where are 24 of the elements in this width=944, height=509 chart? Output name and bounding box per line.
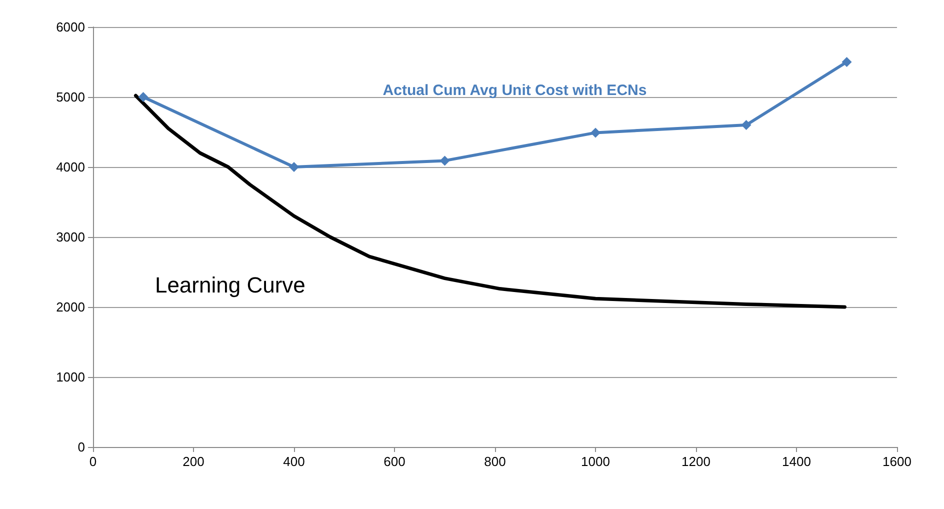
point [138, 92, 148, 102]
y-tick-label: 5000 [56, 90, 85, 104]
x-tick-label: 1600 [882, 454, 912, 469]
series-label: Learning Curve [154, 272, 306, 298]
point [289, 162, 299, 172]
y-tick-label: 1000 [56, 370, 85, 384]
point [842, 57, 852, 67]
x-tick-label: 1400 [782, 454, 811, 469]
text: Actual Cum Avg Unit Cost with ECNs [382, 82, 647, 100]
y-tick-label: 3000 [56, 230, 85, 244]
x-tick-label: 600 [384, 454, 406, 469]
x-tick-label: 1200 [682, 454, 710, 469]
y-tick-label: 0 [78, 440, 85, 454]
point [590, 128, 600, 138]
y-tick-label: 4000 [56, 160, 85, 174]
x-tick-label: 400 [283, 454, 305, 469]
x-tick-label: 800 [484, 454, 506, 469]
point [440, 156, 450, 166]
x-tick-label: 0 [89, 454, 97, 469]
point [741, 120, 752, 130]
x-tick-label: 1000 [581, 454, 610, 469]
y-tick-label: 6000 [56, 20, 85, 34]
y-tick-label: 2000 [56, 300, 85, 314]
x-tick-label: 200 [182, 454, 204, 469]
